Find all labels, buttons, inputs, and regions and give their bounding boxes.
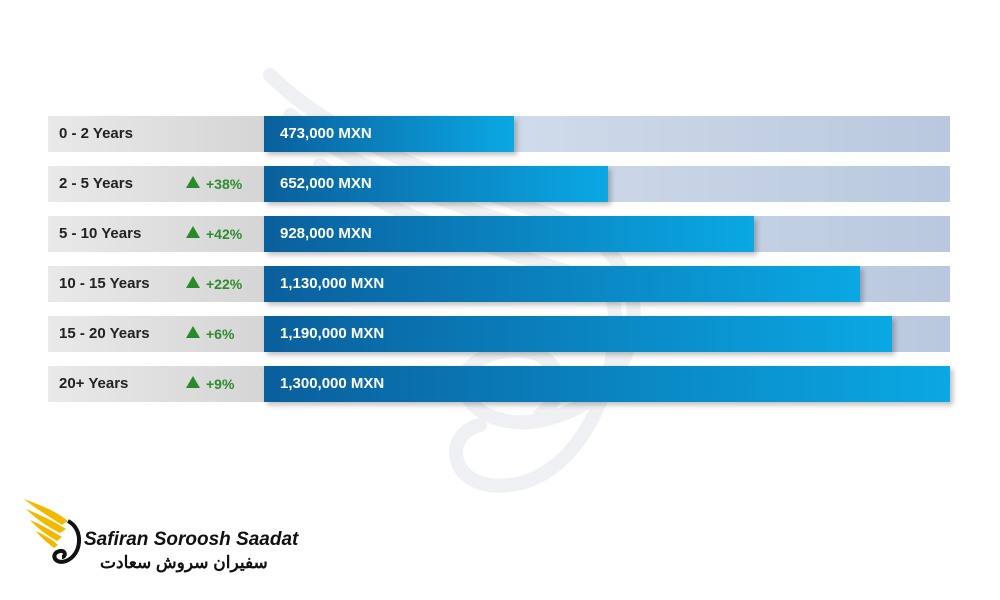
- wing-logo-icon: [24, 499, 81, 564]
- value-label: 473,000 MXN: [280, 125, 372, 142]
- chart-row: 5 - 10 Years +42% 928,000 MXN: [48, 216, 950, 252]
- change-indicator: +6%: [186, 316, 234, 352]
- bar-track: 473,000 MXN: [264, 116, 950, 152]
- chart-row: 15 - 20 Years +6% 1,190,000 MXN: [48, 316, 950, 352]
- brand-name-english: Safiran Soroosh Saadat: [84, 529, 299, 550]
- chart-row: 0 - 2 Years 473,000 MXN: [48, 116, 950, 152]
- salary-bar: 652,000 MXN: [264, 166, 608, 202]
- salary-bar: 1,130,000 MXN: [264, 266, 860, 302]
- up-arrow-icon: [186, 376, 200, 388]
- salary-bar: 473,000 MXN: [264, 116, 514, 152]
- up-arrow-icon: [186, 276, 200, 288]
- bar-track: 1,190,000 MXN: [264, 316, 950, 352]
- category-label: 2 - 5 Years: [59, 175, 133, 192]
- change-label: +38%: [206, 176, 243, 192]
- bar-track: 652,000 MXN: [264, 166, 950, 202]
- category-label: 5 - 10 Years: [59, 225, 142, 242]
- value-label: 928,000 MXN: [280, 225, 372, 242]
- salary-bar: 928,000 MXN: [264, 216, 754, 252]
- category-cell: 5 - 10 Years +42%: [48, 216, 264, 252]
- value-label: 1,300,000 MXN: [280, 375, 385, 392]
- category-label: 20+ Years: [59, 375, 129, 392]
- bar-track: 928,000 MXN: [264, 216, 950, 252]
- bar-track: 1,130,000 MXN: [264, 266, 950, 302]
- salary-bar: 1,190,000 MXN: [264, 316, 892, 352]
- category-label: 10 - 15 Years: [59, 275, 150, 292]
- up-arrow-icon: [186, 326, 200, 338]
- change-label: +22%: [206, 276, 243, 292]
- category-label: 0 - 2 Years: [59, 125, 133, 142]
- brand-name-persian: سفیران سروش سعادت: [100, 553, 268, 572]
- change-label: +42%: [206, 226, 243, 242]
- chart-row: 2 - 5 Years +38% 652,000 MXN: [48, 166, 950, 202]
- category-cell: 0 - 2 Years: [48, 116, 264, 152]
- up-arrow-icon: [186, 226, 200, 238]
- chart-row: 20+ Years +9% 1,300,000 MXN: [48, 366, 950, 402]
- company-logo: Safiran Soroosh Saadat سفیران سروش سعادت: [22, 495, 302, 580]
- chart-row: 10 - 15 Years +22% 1,130,000 MXN: [48, 266, 950, 302]
- bar-track: 1,300,000 MXN: [264, 366, 950, 402]
- salary-bar: 1,300,000 MXN: [264, 366, 950, 402]
- value-label: 652,000 MXN: [280, 175, 372, 192]
- category-cell: 15 - 20 Years +6%: [48, 316, 264, 352]
- change-indicator: +42%: [186, 216, 242, 252]
- change-label: +9%: [206, 376, 235, 392]
- category-cell: 2 - 5 Years +38%: [48, 166, 264, 202]
- value-label: 1,190,000 MXN: [280, 325, 385, 342]
- change-indicator: +9%: [186, 366, 234, 402]
- change-indicator: +22%: [186, 266, 242, 302]
- up-arrow-icon: [186, 176, 200, 188]
- category-cell: 10 - 15 Years +22%: [48, 266, 264, 302]
- category-label: 15 - 20 Years: [59, 325, 150, 342]
- change-label: +6%: [206, 326, 235, 342]
- change-indicator: +38%: [186, 166, 242, 202]
- category-cell: 20+ Years +9%: [48, 366, 264, 402]
- value-label: 1,130,000 MXN: [280, 275, 385, 292]
